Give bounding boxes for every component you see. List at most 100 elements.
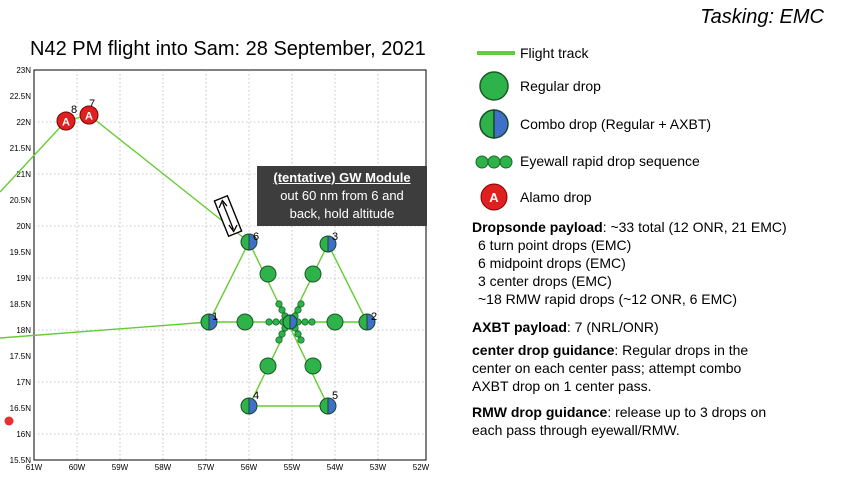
regular-drop xyxy=(259,357,277,375)
axbt-value: : 7 (NRL/ONR) xyxy=(566,319,659,335)
lat-tick: 22N xyxy=(16,118,31,127)
eyewall-drop xyxy=(308,318,316,326)
regular-drop xyxy=(326,313,344,331)
combo-drop xyxy=(240,233,258,251)
combo-drop xyxy=(200,313,218,331)
eyewall-symbol xyxy=(475,155,513,169)
dropsonde-value: : ~33 total (12 ONR, 21 EMC) xyxy=(602,219,787,235)
lat-tick: 18N xyxy=(16,326,31,335)
lat-tick: 22.5N xyxy=(10,92,32,101)
lon-tick-labels: 61W 60W 59W 58W 57W 56W 55W 54W 53W 52W xyxy=(26,463,430,472)
point-label-7: 7 xyxy=(89,98,95,110)
lat-tick: 19N xyxy=(16,274,31,283)
lon-tick: 54W xyxy=(327,463,344,472)
tasking-label: Tasking: EMC xyxy=(700,6,824,28)
alamo-letter: A xyxy=(62,117,70,129)
combo-drop xyxy=(319,235,337,253)
lat-tick: 19.5N xyxy=(10,248,32,257)
legend-symbols: A xyxy=(475,51,515,211)
eyewall-drop xyxy=(297,336,305,344)
legend-alamo-label: Alamo drop xyxy=(520,189,592,205)
legend-eyewall-label: Eyewall rapid drop sequence xyxy=(520,153,700,169)
center-guidance: center drop guidance: Regular drops in t… xyxy=(472,341,748,359)
center-guidance-line-2: center on each center pass; attempt comb… xyxy=(472,360,742,376)
map-frame xyxy=(33,69,427,461)
legend-flight-track-label: Flight track xyxy=(520,45,589,61)
alamo-drop-symbol xyxy=(480,183,508,211)
lat-tick: 23N xyxy=(16,66,31,75)
lat-tick: 21.5N xyxy=(10,144,32,153)
gw-module-arrow xyxy=(213,194,243,238)
regular-drop xyxy=(259,265,277,283)
lon-tick: 52W xyxy=(413,463,430,472)
eyewall-drop xyxy=(297,300,305,308)
lon-tick: 61W xyxy=(26,463,43,472)
red-marker xyxy=(4,416,14,426)
lat-tick-labels: 23N 22.5N 22N 21.5N 21N 20.5N 20N 19.5N … xyxy=(10,66,32,465)
callout-title: (tentative) GW Module xyxy=(273,170,411,185)
center-label: center drop guidance xyxy=(472,342,615,358)
lat-tick: 16.5N xyxy=(10,404,32,413)
eyewall-drops xyxy=(265,300,316,344)
eyewall-drop xyxy=(301,318,309,326)
regular-drop xyxy=(304,265,322,283)
lat-tick: 17N xyxy=(16,378,31,387)
dropsonde-label: Dropsonde payload xyxy=(472,219,603,235)
eyewall-drop xyxy=(272,318,280,326)
lon-tick: 60W xyxy=(69,463,86,472)
alamo-letter: A xyxy=(85,111,93,123)
eyewall-drop xyxy=(294,330,302,338)
point-labels: 1 2 3 4 5 6 7 8 xyxy=(71,98,377,402)
lat-tick: 15.5N xyxy=(10,456,32,465)
lon-tick: 55W xyxy=(284,463,301,472)
eyewall-drop xyxy=(294,306,302,314)
map-plot: 23N 22.5N 22N 21.5N 21N 20.5N 20N 19.5N … xyxy=(0,66,430,472)
rmw-guidance: RMW drop guidance: release up to 3 drops… xyxy=(472,403,766,421)
rmw-label: RMW drop guidance xyxy=(472,404,608,420)
alamo-symbol-letter: A xyxy=(489,190,499,205)
lon-tick: 53W xyxy=(370,463,387,472)
payload-item: ~18 RMW rapid drops (~12 ONR, 6 EMC) xyxy=(478,291,738,307)
lon-tick: 56W xyxy=(241,463,258,472)
legend-regular-drop-label: Regular drop xyxy=(520,78,601,94)
point-label-4: 4 xyxy=(253,390,259,402)
lon-tick: 59W xyxy=(112,463,129,472)
eyewall-drop xyxy=(278,330,286,338)
regular-drop-symbol xyxy=(479,71,509,101)
combo-drop-symbol xyxy=(479,109,509,139)
rmw-value-1: : release up to 3 drops on xyxy=(607,404,767,420)
lat-tick: 20N xyxy=(16,222,31,231)
map-title: N42 PM flight into Sam: 28 September, 20… xyxy=(30,38,426,60)
combo-drops xyxy=(200,233,376,415)
point-label-8: 8 xyxy=(71,104,77,116)
payload-item: 3 center drops (EMC) xyxy=(478,273,612,289)
regular-drop xyxy=(236,313,254,331)
combo-drop xyxy=(319,397,337,415)
combo-drop xyxy=(240,397,258,415)
center-guidance-line-3: AXBT drop on 1 center pass. xyxy=(472,378,652,394)
lon-tick: 57W xyxy=(198,463,215,472)
point-label-2: 2 xyxy=(371,311,377,323)
point-label-3: 3 xyxy=(332,231,338,243)
payload-item: 6 turn point drops (EMC) xyxy=(478,237,632,253)
eyewall-drop xyxy=(278,306,286,314)
point-label-5: 5 xyxy=(332,390,338,402)
point-label-6: 6 xyxy=(253,231,259,243)
callout-line-2: back, hold altitude xyxy=(289,206,395,221)
lat-tick: 20.5N xyxy=(10,196,32,205)
axbt-label: AXBT payload xyxy=(472,319,567,335)
rmw-guidance-line-2: each pass through eyewall/RMW. xyxy=(472,422,680,438)
alamo-drop xyxy=(56,111,76,131)
lat-tick: 21N xyxy=(16,170,31,179)
map-grid xyxy=(34,70,426,460)
lat-tick: 18.5N xyxy=(10,300,32,309)
alamo-drop xyxy=(79,105,99,125)
gw-module-callout: (tentative) GW Module out 60 nm from 6 a… xyxy=(257,166,427,226)
eyewall-drop xyxy=(275,300,283,308)
alamo-drops: A A xyxy=(4,105,99,426)
legend-combo-drop-label: Combo drop (Regular + AXBT) xyxy=(520,116,712,132)
eyewall-drop xyxy=(275,336,283,344)
regular-drop xyxy=(304,357,322,375)
center-value-1: : Regular drops in the xyxy=(614,342,749,358)
payload-item: 6 midpoint drops (EMC) xyxy=(478,255,626,271)
